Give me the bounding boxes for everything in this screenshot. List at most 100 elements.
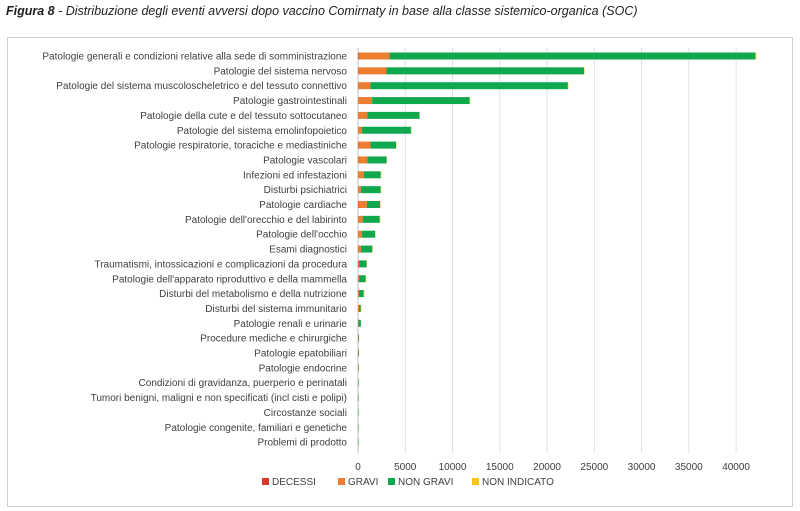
category-label: Patologie della cute e del tessuto sotto… — [140, 111, 347, 122]
category-label: Patologie dell'apparato riproduttivo e d… — [112, 274, 347, 285]
bar-segment-non-gravi — [360, 245, 373, 253]
category-label: Tumori benigni, maligni e non specificat… — [91, 393, 347, 404]
bar-segment-gravi — [358, 215, 363, 223]
legend-label: DECESSI — [272, 477, 316, 488]
bar-segment-gravi — [358, 334, 359, 342]
bar-segment-non-indicato — [396, 141, 397, 149]
bar-segment-non-gravi — [370, 141, 397, 149]
legend-label: GRAVI — [348, 477, 378, 488]
bar-segment-gravi — [358, 275, 359, 283]
bar-segment-non-gravi — [363, 171, 381, 179]
bar-segment-non-gravi — [358, 379, 359, 387]
bar-segment-non-gravi — [358, 290, 364, 298]
bar-segment-non-gravi — [358, 304, 361, 312]
category-label: Patologie renali e urinarie — [234, 319, 348, 330]
category-label: Patologie respiratorie, toraciche e medi… — [134, 141, 347, 152]
category-label: Disturbi psichiatrici — [264, 185, 347, 196]
bar-segment-non-indicato — [755, 52, 757, 60]
category-label: Patologie congenite, familiari e genetic… — [165, 423, 348, 434]
category-label: Infezioni ed infestazioni — [243, 170, 347, 181]
bar-segment-non-gravi — [389, 52, 756, 60]
bar-segment-decessi — [358, 52, 359, 60]
bar-segment-non-indicato — [567, 82, 569, 90]
bar-segment-decessi — [358, 141, 359, 149]
bar-segment-non-gravi — [359, 260, 367, 268]
bar-segment-gravi — [358, 349, 359, 357]
x-tick-label: 25000 — [580, 462, 608, 473]
bar-segment-non-indicato — [469, 97, 471, 105]
figure-title: - Distribuzione degli eventi avversi dop… — [54, 4, 638, 18]
bar-segment-decessi — [358, 201, 359, 208]
category-label: Traumatismi, intossicazioni e complicazi… — [94, 259, 347, 270]
bar-segment-gravi — [358, 82, 371, 90]
category-label: Patologie endocrine — [259, 363, 348, 374]
bar-segment-non-indicato — [363, 290, 365, 298]
bar-segment-non-gravi — [370, 82, 568, 90]
bar-segment-non-indicato — [386, 156, 387, 164]
bar-segment-gravi — [358, 290, 359, 298]
bar-segment-non-gravi — [367, 156, 387, 164]
x-tick-label: 20000 — [533, 462, 561, 473]
x-tick-label: 30000 — [628, 462, 656, 473]
bar-segment-gravi — [358, 141, 371, 149]
category-label: Circostanze sociali — [264, 408, 347, 419]
legend-label: NON GRAVI — [398, 477, 453, 488]
bar-segment-non-gravi — [358, 394, 359, 402]
chart-frame — [7, 37, 793, 507]
bar-segment-non-gravi — [360, 186, 381, 194]
legend-swatch-gravi — [338, 478, 345, 485]
category-label: Procedure mediche e chirurgiche — [200, 334, 347, 345]
bar-segment-non-gravi — [362, 215, 380, 223]
legend-swatch-non-gravi — [388, 478, 395, 485]
category-label: Condizioni di gravidanza, puerperio e pe… — [139, 378, 347, 389]
bar-segment-non-gravi — [366, 201, 381, 208]
category-label: Disturbi del sistema immunitario — [205, 304, 347, 315]
x-tick-label: 35000 — [675, 462, 703, 473]
legend-label: NON INDICATO — [482, 477, 554, 488]
bar-segment-gravi — [358, 319, 359, 327]
bar-segment-non-gravi — [358, 408, 359, 416]
bar-segment-gravi — [358, 260, 360, 268]
bar-segment-gravi — [358, 230, 362, 238]
bar-segment-non-indicato — [419, 111, 420, 119]
bar-segment-gravi — [358, 111, 368, 119]
legend-swatch-decessi — [262, 478, 269, 485]
bar-segment-non-indicato — [380, 186, 382, 194]
category-label: Patologie del sistema muscoloscheletrico… — [56, 81, 347, 92]
bar-segment-non-gravi — [386, 67, 585, 75]
bar-segment-non-gravi — [358, 349, 360, 357]
bar-segment-non-indicato — [365, 275, 367, 283]
bar-segment-gravi — [358, 304, 359, 312]
category-label: Patologie epatobiliari — [254, 349, 347, 360]
category-label: Patologie dell'occhio — [256, 230, 347, 241]
bar-segment-gravi — [358, 97, 373, 105]
category-label: Patologie vascolari — [263, 155, 347, 166]
category-label: Patologie dell'orecchio e del labirinto — [185, 215, 347, 226]
bar-segment-non-indicato — [380, 171, 382, 179]
category-label: Patologie del sistema nervoso — [214, 66, 348, 77]
bar-segment-non-gravi — [358, 334, 360, 342]
category-label: Patologie gastrointestinali — [233, 96, 347, 107]
bar-segment-gravi — [358, 126, 362, 134]
bar-segment-non-gravi — [358, 423, 359, 431]
category-label: Problemi di prodotto — [258, 438, 348, 449]
bar-segment-non-gravi — [361, 230, 376, 238]
bar-segment-gravi — [358, 67, 387, 75]
x-tick-label: 5000 — [394, 462, 417, 473]
bar-segment-non-indicato — [380, 201, 381, 208]
x-tick-label: 40000 — [722, 462, 750, 473]
bar-segment-non-gravi — [361, 126, 411, 134]
bar-segment-non-gravi — [358, 364, 359, 372]
bar-segment-gravi — [358, 156, 368, 164]
bar-segment-non-gravi — [372, 97, 470, 105]
bar-segment-non-indicato — [375, 230, 376, 238]
bar-segment-non-gravi — [358, 319, 361, 327]
bar-segment-non-indicato — [366, 260, 368, 268]
category-label: Patologie del sistema emolinfopoietico — [177, 126, 348, 137]
category-label: Patologie generali e condizioni relative… — [42, 52, 347, 63]
category-label: Disturbi del metabolismo e della nutrizi… — [159, 289, 347, 300]
bar-segment-gravi — [358, 364, 359, 372]
x-tick-label: 15000 — [486, 462, 514, 473]
bar-segment-non-gravi — [358, 275, 366, 283]
